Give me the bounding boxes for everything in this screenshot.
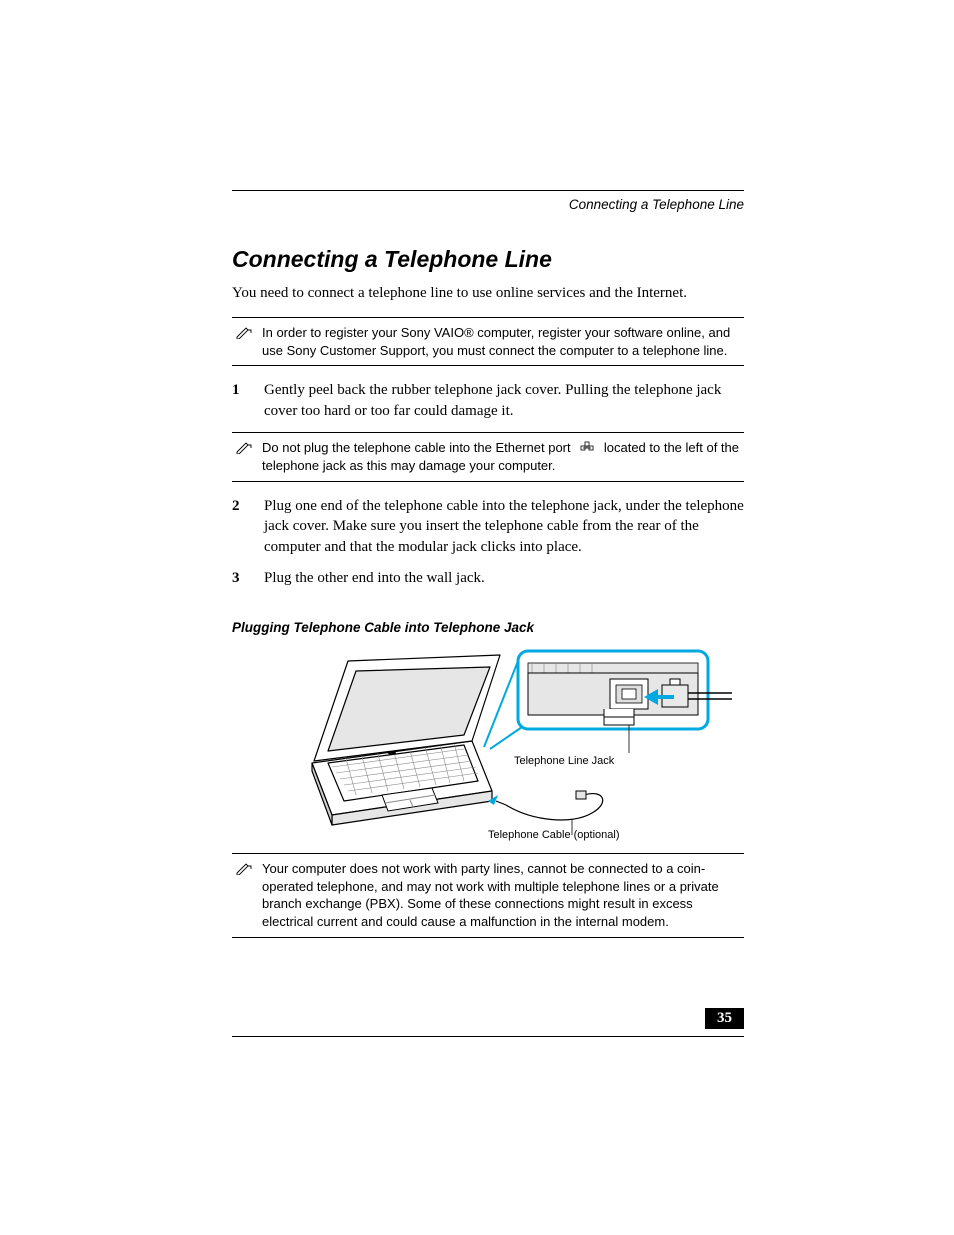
step-list-2: 2 Plug one end of the telephone cable in… <box>232 496 744 589</box>
note-limitations: Your computer does not work with party l… <box>232 853 744 937</box>
step-body: Gently peel back the rubber telephone ja… <box>264 380 744 421</box>
step-number: 1 <box>232 380 246 421</box>
figure-label-jack: Telephone Line Jack <box>514 755 614 767</box>
top-rule <box>232 190 744 191</box>
step-number: 3 <box>232 568 246 589</box>
step-2: 2 Plug one end of the telephone cable in… <box>232 496 744 558</box>
manual-page: Connecting a Telephone Line Connecting a… <box>0 0 954 1235</box>
figure-caption: Plugging Telephone Cable into Telephone … <box>232 620 744 635</box>
pencil-icon <box>236 326 254 344</box>
note-text: In order to register your Sony VAIO® com… <box>262 324 740 359</box>
figure-label-cable: Telephone Cable (optional) <box>488 829 619 841</box>
step-3: 3 Plug the other end into the wall jack. <box>232 568 744 589</box>
running-head: Connecting a Telephone Line <box>232 197 744 212</box>
step-1: 1 Gently peel back the rubber telephone … <box>232 380 744 421</box>
figure-telephone-jack: Telephone Line Jack Telephone Cable (opt… <box>232 643 744 843</box>
step-body: Plug one end of the telephone cable into… <box>264 496 744 558</box>
pencil-icon <box>236 441 254 459</box>
footer-rule <box>232 1036 744 1037</box>
intro-paragraph: You need to connect a telephone line to … <box>232 283 744 303</box>
figure-svg <box>232 643 744 843</box>
step-number: 2 <box>232 496 246 558</box>
note-text: Your computer does not work with party l… <box>262 860 740 930</box>
note-text-a: Do not plug the telephone cable into the… <box>262 440 574 455</box>
note-text: Do not plug the telephone cable into the… <box>262 439 740 475</box>
page-number: 35 <box>705 1008 744 1029</box>
step-list: 1 Gently peel back the rubber telephone … <box>232 380 744 421</box>
note-register: In order to register your Sony VAIO® com… <box>232 317 744 366</box>
note-ethernet: Do not plug the telephone cable into the… <box>232 432 744 482</box>
ethernet-icon <box>578 440 596 458</box>
pencil-icon <box>236 862 254 880</box>
page-title: Connecting a Telephone Line <box>232 246 744 273</box>
step-body: Plug the other end into the wall jack. <box>264 568 744 589</box>
